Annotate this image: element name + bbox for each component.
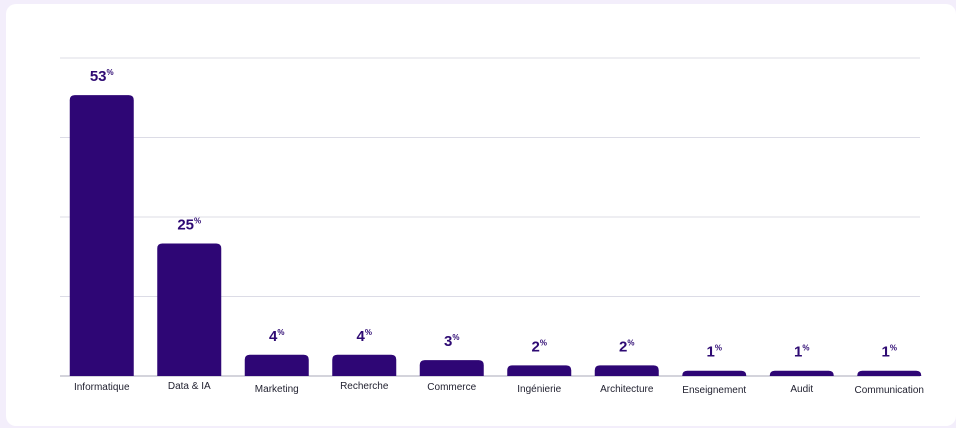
value-label: 25% — [177, 217, 201, 234]
bar-audit — [769, 370, 834, 376]
value-label: 53% — [90, 68, 114, 85]
category-label: Enseignement — [682, 385, 746, 396]
bars — [69, 95, 922, 376]
bar-communication — [857, 370, 922, 376]
category-label: Marketing — [255, 384, 299, 395]
bar-recherche — [332, 354, 397, 376]
value-label: 1% — [707, 344, 722, 361]
value-label: 3% — [444, 333, 459, 350]
value-label: 4% — [269, 328, 284, 345]
value-label: 2% — [532, 338, 547, 355]
bar-informatique — [69, 95, 134, 376]
value-label: 1% — [794, 344, 809, 361]
category-label: Ingénierie — [517, 384, 561, 395]
category-label: Communication — [855, 385, 924, 396]
bar-ing-nierie — [507, 365, 572, 376]
bar-commerce — [419, 360, 484, 376]
bar-marketing — [244, 354, 309, 376]
category-label: Architecture — [600, 384, 654, 395]
bar-enseignement — [682, 370, 747, 376]
category-labels: Informatique Data & IA Marketing Recherche C… — [74, 381, 924, 396]
bar-architecture — [594, 365, 659, 376]
value-label: 2% — [619, 338, 634, 355]
value-labels: 53% 25% 4% 4% 3% 2% 2% 1% 1% 1% — [90, 68, 897, 361]
bar-data-ia — [157, 243, 222, 376]
value-label: 4% — [357, 328, 372, 345]
category-label: Data & IA — [168, 381, 211, 392]
category-label: Audit — [790, 384, 813, 395]
category-label: Recherche — [340, 381, 389, 392]
category-label: Commerce — [427, 382, 476, 393]
category-label: Informatique — [74, 382, 130, 393]
value-label: 1% — [882, 344, 897, 361]
